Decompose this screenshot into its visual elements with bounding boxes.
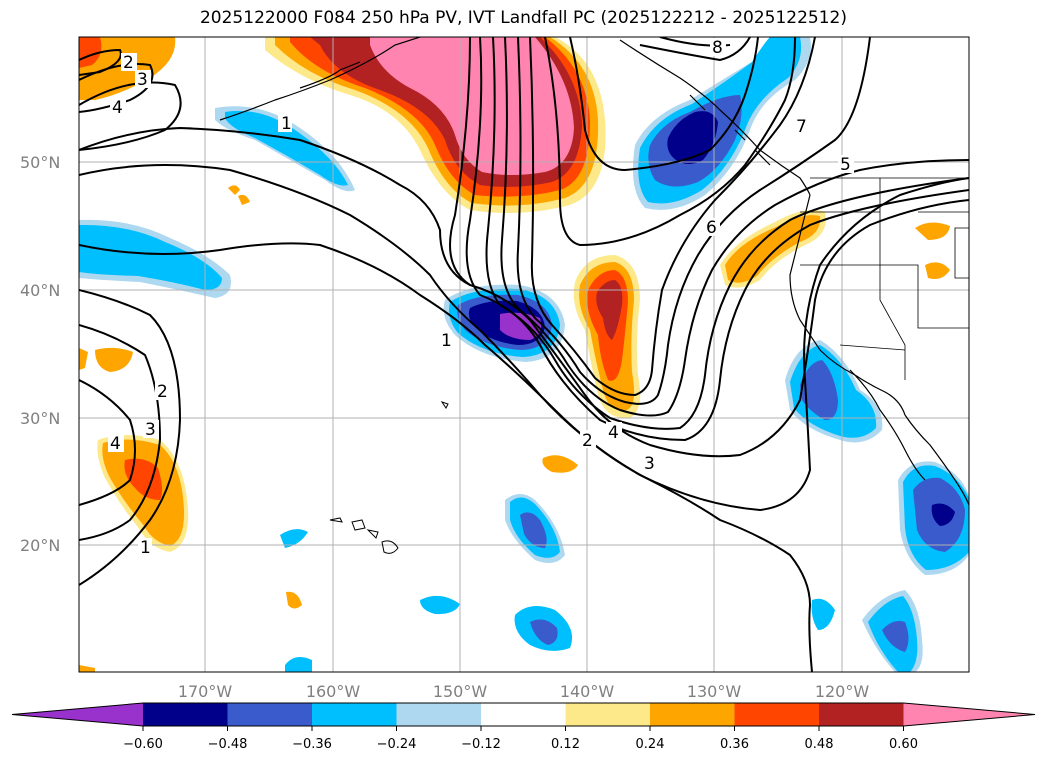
map-frame xyxy=(78,36,970,673)
hawaii-islands xyxy=(329,401,449,554)
colorbar-tick-label: 0.48 xyxy=(805,737,834,752)
pv-anomaly-negative-baja xyxy=(800,360,838,420)
contour-label: 3 xyxy=(137,70,148,90)
lon-label: 170°W xyxy=(178,682,233,701)
contour-label: 5 xyxy=(840,155,851,175)
colorbar-segment xyxy=(396,703,482,726)
contour-label: 7 xyxy=(796,117,807,137)
contour-label: 3 xyxy=(145,420,156,440)
contour-label: 4 xyxy=(112,98,123,118)
pv-anomaly-negative-west xyxy=(79,224,222,290)
colorbar-segment xyxy=(734,703,820,726)
lat-label: 50°N xyxy=(20,153,60,172)
contour-label: 1 xyxy=(281,114,292,134)
contour-label: 1 xyxy=(441,331,452,351)
lon-label: 140°W xyxy=(560,682,615,701)
map-grid xyxy=(79,37,969,672)
colorbar-segment xyxy=(143,703,228,726)
pv-anomaly-negative-south xyxy=(420,595,460,615)
pv-anomaly-positive-central xyxy=(596,280,623,340)
pv-anomaly-negative-south xyxy=(280,529,308,548)
map-layer: 2 3 4 1 1 2 3 4 1 2 4 3 6 7 xyxy=(79,37,969,672)
contour-label: 2 xyxy=(157,382,168,402)
longitude-labels: 170°W 160°W 150°W 140°W 130°W 120°W xyxy=(178,682,870,701)
colorbar-extension-low xyxy=(12,703,143,726)
pv-anomaly-positive-west xyxy=(286,591,302,609)
colorbar-tick-label: −0.24 xyxy=(377,737,417,752)
contour-label: 4 xyxy=(110,434,121,454)
pv-anomaly-positive-california xyxy=(725,215,821,283)
lon-label: 130°W xyxy=(687,682,742,701)
lon-label: 120°W xyxy=(815,682,870,701)
colorbar-tick-label: −0.60 xyxy=(123,737,163,752)
contour-label: 2 xyxy=(123,53,134,73)
pv-anomaly-positive-north xyxy=(370,37,574,175)
contour-label: 8 xyxy=(712,38,723,58)
colorbar-segment xyxy=(481,703,566,726)
lat-label: 40°N xyxy=(20,281,60,300)
colorbar-tick-label: −0.48 xyxy=(208,737,248,752)
pv-anomaly-negative-aleutian xyxy=(225,110,348,186)
lat-label: 20°N xyxy=(20,536,60,555)
pv-anomaly-positive-west xyxy=(228,185,240,195)
pv-anomaly-positive-nw xyxy=(79,37,102,68)
colorbar-segment xyxy=(312,703,397,726)
lon-label: 150°W xyxy=(433,682,488,701)
pv-anomaly-positive-inland xyxy=(915,222,950,240)
colorbar-extension-high xyxy=(903,703,1035,726)
pv-anomaly-positive-west xyxy=(79,665,95,672)
colorbar-tick-label: 0.36 xyxy=(720,737,749,752)
contour-label: 2 xyxy=(582,431,593,451)
pv-anomaly-negative-south xyxy=(520,512,547,548)
pv-anomaly-negative-south xyxy=(285,656,312,672)
colorbar-tick-label: 0.12 xyxy=(551,737,580,752)
colorbar-segment xyxy=(227,703,313,726)
latitude-labels: 50°N 40°N 30°N 20°N xyxy=(20,153,60,555)
contour-label: 3 xyxy=(644,454,655,474)
colorbar-tick-label: −0.36 xyxy=(292,737,332,752)
pv-anomaly-positive-west xyxy=(238,194,250,205)
contour-labels: 2 3 4 1 1 2 3 4 1 2 4 3 6 7 xyxy=(108,38,854,558)
lat-label: 30°N xyxy=(20,409,60,428)
pv-anomaly-positive-west xyxy=(79,348,88,370)
contour-label: 1 xyxy=(140,538,151,558)
plot-title: 2025122000 F084 250 hPa PV, IVT Landfall… xyxy=(199,8,847,28)
colorbar-segment xyxy=(819,703,904,726)
colorbar-tick-label: −0.12 xyxy=(461,737,501,752)
pv-anomaly-positive-inland xyxy=(925,262,950,279)
lon-label: 160°W xyxy=(306,682,361,701)
colorbar: −0.60 −0.48 −0.36 −0.24 −0.12 0.12 0.24 0.36 0.4… xyxy=(11,702,1036,752)
pv-anomaly-positive-west xyxy=(95,347,133,372)
colorbar-tick-label: 0.60 xyxy=(889,737,918,752)
colorbar-tick-label: 0.24 xyxy=(636,737,665,752)
pv-anomaly-positive-small xyxy=(542,455,578,473)
contour-label: 6 xyxy=(706,218,717,238)
pv-anomaly-negative-se xyxy=(931,503,955,526)
pv-anomaly-negative-sw xyxy=(882,621,909,652)
colorbar-segment xyxy=(565,703,651,726)
colorbar-segment xyxy=(650,703,735,726)
pv-anomaly-negative-south xyxy=(530,619,558,645)
pv-anomaly-negative-south xyxy=(811,598,835,630)
pv-anomaly-negative-ne xyxy=(667,111,718,164)
contour-label: 4 xyxy=(608,423,619,443)
